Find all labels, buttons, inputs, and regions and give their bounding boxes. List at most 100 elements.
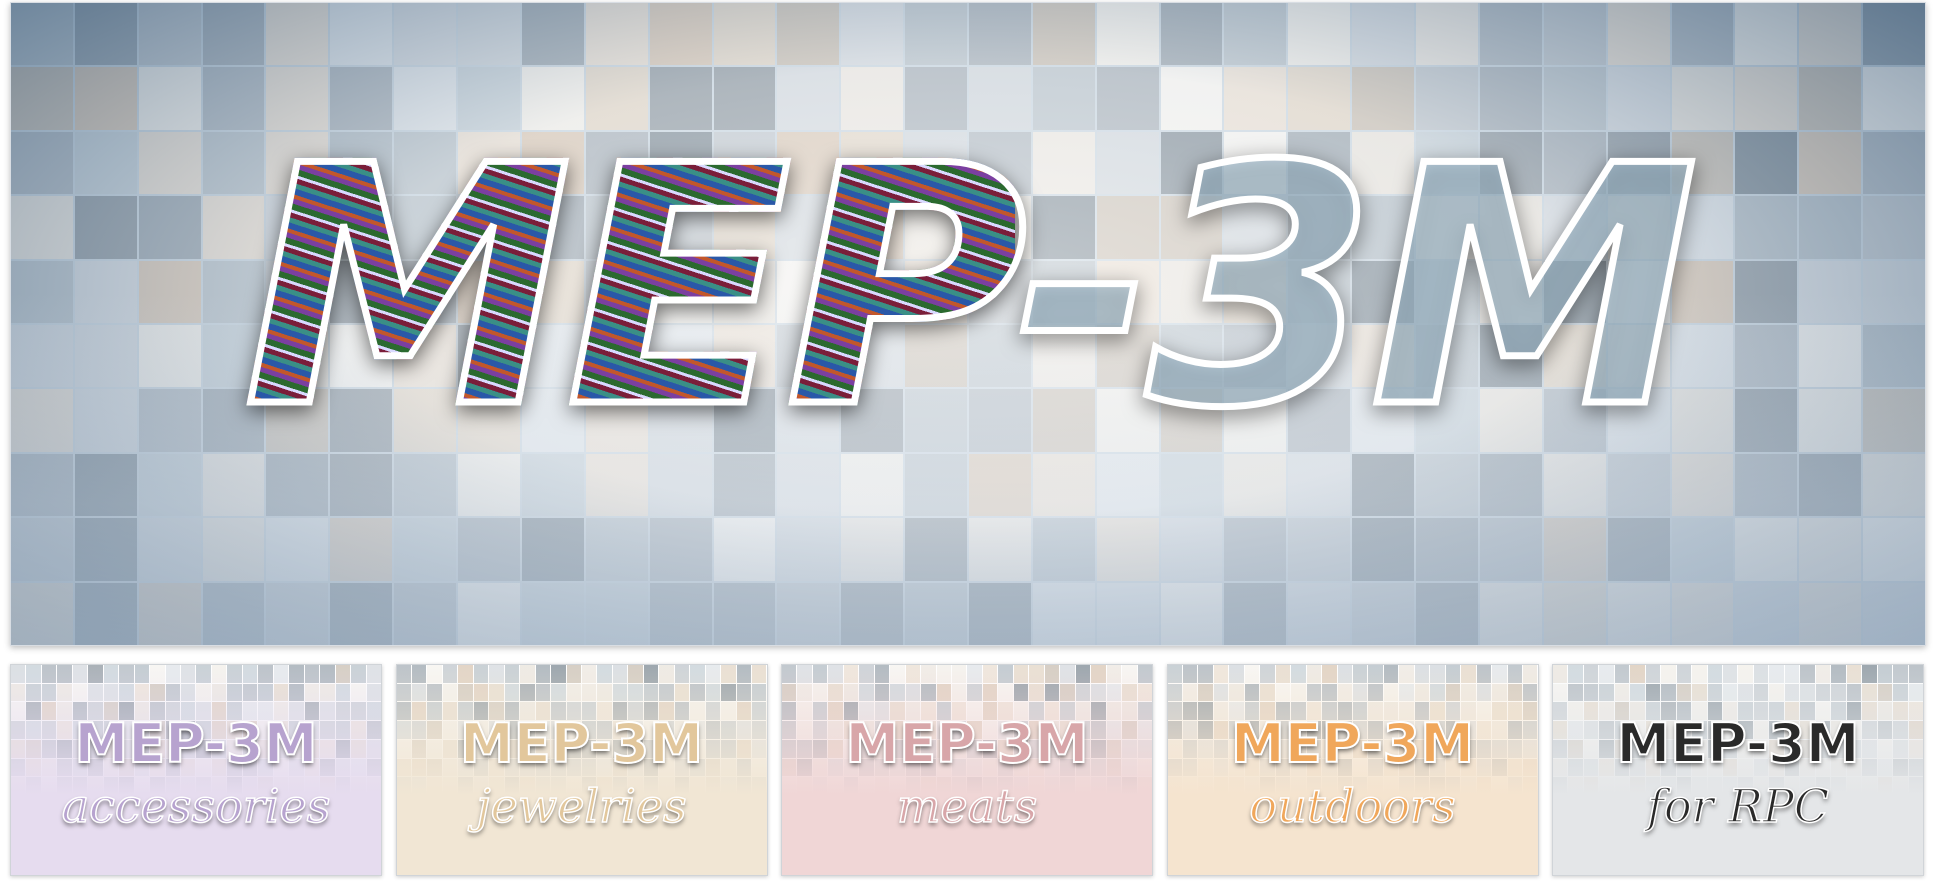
product-thumbnail [905, 3, 967, 66]
product-thumbnail [521, 3, 584, 66]
product-thumbnail [1414, 683, 1430, 702]
product-thumbnail [1096, 3, 1159, 66]
product-thumbnail [1368, 665, 1383, 683]
product-thumbnail [1908, 665, 1923, 683]
product-thumbnail [705, 665, 721, 683]
product-thumbnail [1229, 665, 1244, 683]
product-thumbnail [74, 582, 137, 645]
product-thumbnail [659, 683, 674, 702]
product-thumbnail [1784, 665, 1800, 683]
product-thumbnail [1445, 683, 1461, 702]
product-thumbnail [473, 665, 489, 683]
product-thumbnail [1846, 665, 1862, 683]
product-thumbnail [1322, 665, 1337, 683]
product-thumbnail [713, 3, 776, 66]
product-thumbnail [721, 683, 736, 702]
product-thumbnail [211, 665, 227, 683]
product-thumbnail [11, 518, 73, 581]
product-thumbnail [936, 665, 952, 683]
product-thumbnail [797, 665, 812, 683]
product-thumbnail [1735, 453, 1798, 517]
product-thumbnail [828, 665, 843, 683]
product-thumbnail [1414, 665, 1430, 683]
product-thumbnail [1288, 582, 1351, 645]
product-thumbnail [1288, 518, 1351, 581]
product-thumbnail [320, 683, 335, 702]
product-thumbnail [489, 665, 504, 683]
product-thumbnail [88, 683, 103, 702]
product-thumbnail [1288, 3, 1351, 66]
product-thumbnail [351, 683, 366, 702]
panel-title: MEP-3M [74, 712, 319, 775]
product-thumbnail [968, 3, 1031, 66]
product-thumbnail [1877, 683, 1893, 702]
product-thumbnail [1476, 683, 1492, 702]
panel-subtitle: outdoors [1249, 779, 1457, 833]
product-thumbnail [843, 683, 859, 702]
product-thumbnail [1399, 665, 1414, 683]
product-thumbnail [1167, 683, 1182, 702]
product-thumbnail [921, 665, 936, 683]
product-thumbnail [1167, 665, 1182, 683]
product-thumbnail [1122, 683, 1137, 702]
product-thumbnail [777, 582, 840, 645]
product-thumbnail [674, 683, 690, 702]
product-thumbnail [1213, 683, 1229, 702]
product-thumbnail [473, 683, 489, 702]
product-thumbnail [165, 683, 181, 702]
product-thumbnail [196, 683, 211, 702]
product-thumbnail [57, 665, 72, 683]
product-thumbnail [138, 3, 201, 66]
product-thumbnail [1224, 582, 1287, 645]
product-thumbnail [202, 582, 265, 645]
product-thumbnail [57, 683, 72, 702]
product-thumbnail [585, 518, 648, 581]
product-thumbnail [394, 3, 457, 66]
product-thumbnail [1815, 665, 1831, 683]
product-thumbnail [1322, 683, 1337, 702]
product-thumbnail [11, 453, 73, 517]
product-thumbnail [1630, 683, 1645, 702]
product-thumbnail [752, 665, 767, 683]
product-thumbnail [581, 665, 597, 683]
product-thumbnail [1614, 665, 1630, 683]
product-thumbnail [649, 3, 712, 66]
product-thumbnail [138, 67, 201, 130]
product-thumbnail [690, 683, 705, 702]
product-thumbnail [1198, 683, 1213, 702]
product-thumbnail [1383, 683, 1399, 702]
product-thumbnail [1075, 665, 1091, 683]
panel-meats: MEP-3M meats [781, 664, 1153, 876]
product-thumbnail [841, 582, 904, 645]
product-thumbnail [396, 665, 411, 683]
product-thumbnail [1352, 582, 1415, 645]
product-thumbnail [202, 518, 265, 581]
product-thumbnail [1599, 665, 1614, 683]
product-thumbnail [1160, 3, 1223, 66]
product-thumbnail [26, 665, 41, 683]
product-thumbnail [1213, 665, 1229, 683]
product-thumbnail [1122, 665, 1137, 683]
panel-subtitle: for RPC [1646, 779, 1830, 833]
panel-jewelries: MEP-3M jewelries [395, 664, 768, 876]
product-thumbnail [585, 582, 648, 645]
product-thumbnail [1479, 582, 1542, 645]
product-thumbnail [165, 665, 181, 683]
product-thumbnail [1091, 665, 1106, 683]
product-thumbnail [11, 67, 73, 130]
product-thumbnail [1846, 683, 1862, 702]
hero-title-wordcloud-part: MEP [240, 96, 1025, 480]
product-thumbnail [581, 683, 597, 702]
product-thumbnail [1800, 665, 1815, 683]
product-thumbnail [1568, 665, 1583, 683]
product-thumbnail [1738, 683, 1753, 702]
product-thumbnail [150, 665, 165, 683]
product-thumbnail [1291, 683, 1306, 702]
product-thumbnail [1863, 518, 1925, 581]
product-thumbnail [1275, 683, 1291, 702]
product-thumbnail [41, 665, 57, 683]
product-thumbnail [1815, 683, 1831, 702]
product-thumbnail [968, 518, 1031, 581]
product-thumbnail [612, 683, 628, 702]
product-thumbnail [520, 683, 535, 702]
